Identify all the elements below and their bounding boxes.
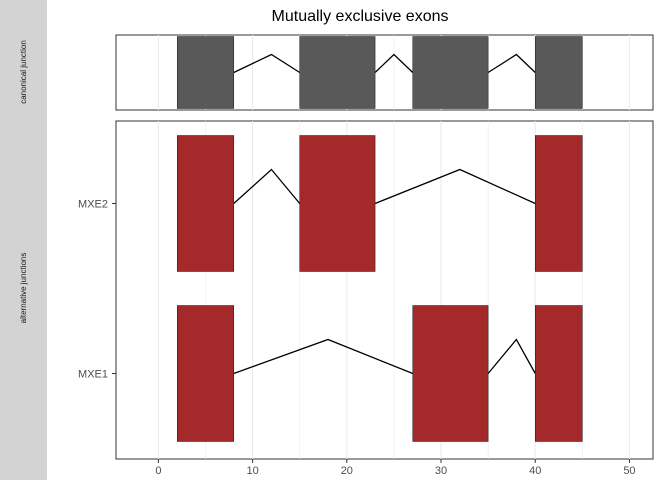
x-tick-label: 30 (435, 465, 447, 477)
panel-alternative-marks (176, 135, 583, 442)
chart-title: Mutually exclusive exons (272, 8, 449, 25)
exon-rect (412, 36, 489, 109)
intron-line (233, 168, 301, 204)
panel-canonical-strip-label: canonical junction (19, 40, 28, 104)
x-tick-label: 50 (623, 465, 635, 477)
x-tick-label: 10 (246, 465, 258, 477)
intron-line (487, 53, 536, 74)
exon-rect (534, 135, 583, 272)
exon-rect (534, 36, 583, 109)
x-tick-label: 20 (341, 465, 353, 477)
y-tick-label: MXE2 (78, 199, 108, 211)
exon-rect (176, 36, 235, 109)
panel-alternative-strip (0, 116, 47, 460)
exon-rect (412, 305, 489, 442)
x-axis: 0 10 20 30 40 50 (155, 459, 636, 477)
y-tick-label: MXE1 (78, 369, 108, 381)
panel-canonical-strip (0, 30, 47, 113)
intron-line (374, 53, 414, 73)
exon-rect (176, 135, 235, 272)
x-tick-label: 0 (155, 465, 161, 477)
panel-alternative: alternative junctions MXE2 MXE1 (0, 116, 654, 460)
intron-line (374, 168, 536, 205)
exon-rect (534, 305, 583, 442)
panel-canonical-marks (176, 36, 583, 109)
intron-line (233, 53, 301, 74)
panel-canonical: canonical junction (0, 30, 654, 113)
x-tick-label: 40 (529, 465, 541, 477)
exon-rect (299, 135, 376, 272)
panel-alternative-y-labels: MXE2 MXE1 (78, 199, 116, 381)
exon-rect (299, 36, 376, 109)
panel-alternative-strip-label: alternative junctions (19, 253, 28, 324)
exon-rect (176, 305, 235, 442)
intron-line (233, 338, 414, 375)
intron-line (487, 338, 536, 374)
